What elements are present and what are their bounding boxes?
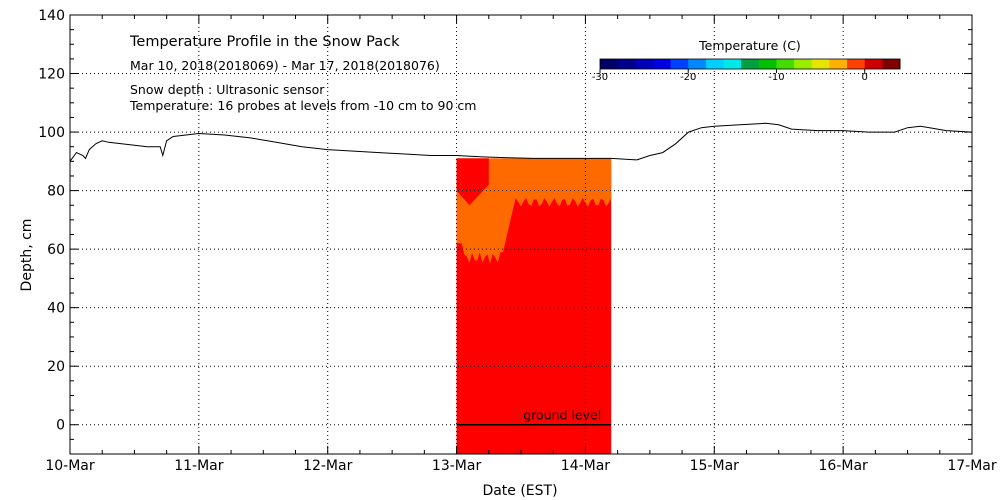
colorbar-swatch	[705, 59, 725, 69]
colorbar-swatch	[617, 59, 636, 69]
colorbar: Temperature (C) -30 -20 -10 0	[592, 38, 901, 83]
colorbar-swatch	[811, 59, 830, 69]
x-tick-label: 16-Mar	[819, 458, 869, 474]
y-tick-label: 20	[47, 359, 65, 375]
y-tick-label: 60	[47, 242, 65, 258]
colorbar-swatch	[864, 59, 883, 69]
x-tick-label: 11-Mar	[174, 458, 224, 474]
ground-level-layer: ground level	[456, 408, 612, 426]
colorbar-swatch	[600, 59, 619, 69]
colorbar-swatch	[741, 59, 760, 69]
snow-depth-layer	[69, 122, 973, 162]
y-tick-label: 140	[38, 8, 65, 24]
colorbar-tick-label: -30	[592, 72, 608, 83]
x-tick-label: 14-Mar	[561, 458, 611, 474]
colorbar-tick-label: -20	[680, 72, 696, 83]
y-axis-label: Depth, cm	[19, 219, 35, 292]
axis-ticks: 10-Mar 11-Mar 12-Mar 13-Mar 14-Mar 15-Mar 16-M…	[38, 8, 997, 474]
colorbar-swatch	[670, 59, 689, 69]
y-tick-label: 40	[47, 301, 65, 317]
x-tick-label: 10-Mar	[45, 458, 95, 474]
x-tick-label: 13-Mar	[432, 458, 482, 474]
note-temperature: Temperature: 16 probes at levels from -1…	[129, 98, 476, 113]
colorbar-tick-label: 0	[862, 72, 868, 83]
y-tick-label: 0	[56, 418, 65, 434]
chart-title: Temperature Profile in the Snow Pack	[129, 34, 400, 50]
colorbar-swatch	[794, 59, 813, 69]
x-tick-label: 12-Mar	[303, 458, 353, 474]
y-tick-label: 100	[38, 125, 65, 141]
chart-subtitle: Mar 10, 2018(2018069) - Mar 17, 2018(201…	[130, 58, 440, 73]
colorbar-frame	[599, 58, 901, 70]
colorbar-swatch	[829, 59, 848, 69]
x-tick-label: 17-Mar	[947, 458, 997, 474]
snow-depth-line	[69, 122, 973, 162]
colorbar-swatch	[652, 59, 672, 69]
y-tick-label: 120	[38, 67, 65, 83]
colorbar-swatch	[758, 59, 777, 69]
colorbar-title: Temperature (C)	[698, 38, 801, 53]
x-tick-label: 15-Mar	[690, 458, 740, 474]
ground-level-label: ground level	[523, 408, 601, 423]
x-axis-label: Date (EST)	[482, 483, 557, 499]
colorbar-swatch	[882, 59, 901, 69]
colorbar-swatch	[776, 59, 795, 69]
colorbar-tick-label: -10	[768, 72, 784, 83]
colorbar-swatch	[688, 59, 707, 69]
temperature-upper-fill	[456, 158, 612, 264]
note-snow-depth: Snow depth : Ultrasonic sensor	[130, 82, 325, 97]
colorbar-swatch	[847, 59, 866, 69]
y-tick-label: 80	[47, 184, 65, 200]
colorbar-swatch	[635, 59, 654, 69]
temperature-top-red-patch	[456, 158, 489, 206]
colorbar-swatch	[723, 59, 742, 69]
